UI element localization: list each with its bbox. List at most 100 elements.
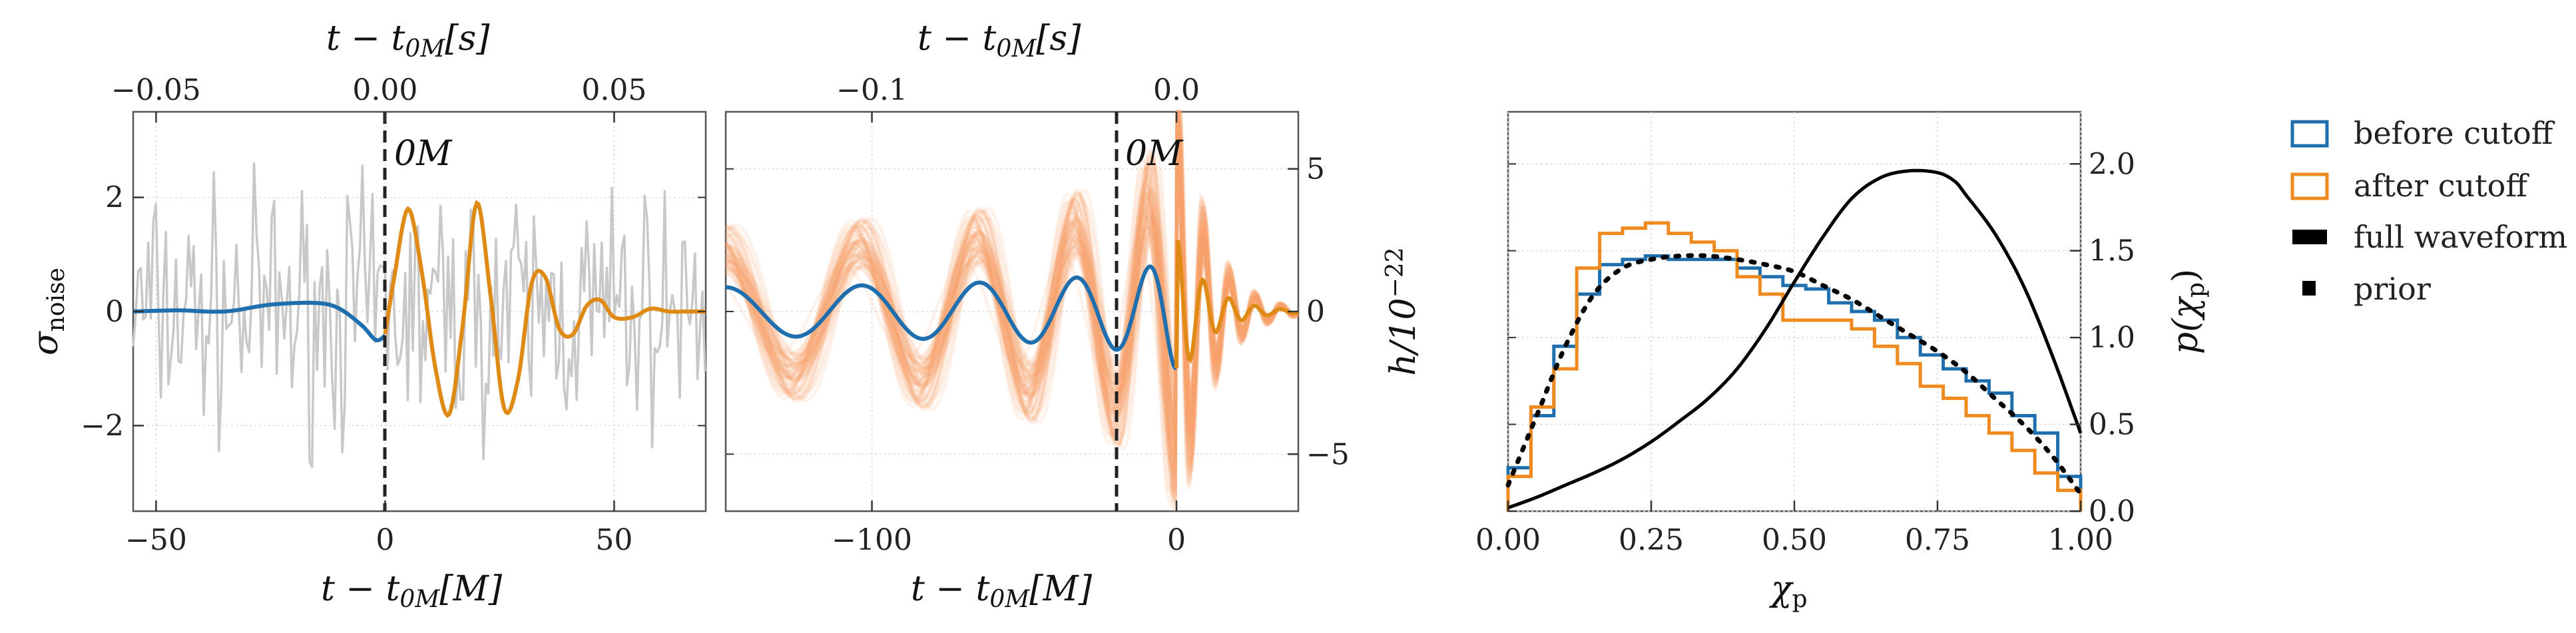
posterior-trace xyxy=(724,164,1298,427)
left-xtick-label: −50 xyxy=(125,523,187,557)
posterior-trace xyxy=(724,110,1298,483)
posterior-trace xyxy=(724,151,1299,439)
posterior-trace xyxy=(725,115,1299,463)
posterior-trace xyxy=(724,156,1298,434)
posterior-trace xyxy=(725,183,1299,396)
posterior-trace xyxy=(725,111,1299,471)
middle-ytick-label: −5 xyxy=(1306,437,1350,471)
posterior-trace xyxy=(724,195,1298,406)
legend-label-before-cutoff: before cutoff xyxy=(2354,115,2555,151)
legend-label-after-cutoff: after cutoff xyxy=(2354,168,2529,204)
legend-swatch-after-cutoff xyxy=(2290,172,2329,200)
posterior-trace xyxy=(724,127,1298,459)
posterior-trace xyxy=(724,138,1299,451)
legend-swatch-prior xyxy=(2302,281,2316,296)
posterior-trace xyxy=(725,152,1299,433)
posterior-trace xyxy=(724,110,1299,504)
middle-xtick-label: −100 xyxy=(832,523,912,557)
posterior-trace xyxy=(724,142,1299,443)
panel-middle: −100 0 −0.1 0.0 −5 0 5 0M t − t0M[M] t − t0M[s… xyxy=(724,19,1423,613)
posterior-trace xyxy=(724,110,1299,493)
posterior-trace xyxy=(724,122,1299,443)
posterior-trace xyxy=(724,119,1299,461)
legend-swatch-full-waveform xyxy=(2292,230,2327,244)
histogram-after-cutoff xyxy=(1506,221,2083,511)
posterior-trace xyxy=(725,115,1299,451)
x-axis-title-top-middle: t − t0M[s] xyxy=(917,19,1081,63)
posterior-trace xyxy=(724,110,1299,509)
noise-trace xyxy=(132,162,706,469)
left-xtick-label: 0 xyxy=(376,523,394,557)
waveform-before-cutoff-middle xyxy=(725,264,1177,370)
curve-full-waveform xyxy=(1507,168,2083,510)
x-axis-title-middle: t − t0M[M] xyxy=(911,569,1093,613)
right-xtick-label: 0.75 xyxy=(1905,523,1970,557)
waveform-after-cutoff-left xyxy=(383,200,706,419)
posterior-trace xyxy=(726,160,1299,419)
posterior-trace xyxy=(724,155,1298,435)
right-xtick-label: 0.00 xyxy=(1475,523,1541,557)
posterior-trace xyxy=(724,110,1299,493)
right-xtick-label: 0.50 xyxy=(1762,523,1827,557)
legend: before cutoff after cutoff full waveform… xyxy=(2290,115,2567,307)
waveform-after-cutoff-middle xyxy=(1174,240,1299,369)
waveform-before-cutoff-left xyxy=(132,300,387,343)
right-ytick-label: 0.5 xyxy=(2089,408,2135,442)
posterior-trace xyxy=(725,146,1299,441)
x-axis-title-left: t − t0M[M] xyxy=(321,569,503,613)
plot-area-right xyxy=(1507,110,2082,513)
posterior-trace xyxy=(725,138,1299,445)
posterior-trace xyxy=(725,156,1299,437)
posterior-trace xyxy=(724,126,1299,457)
right-ytick-label: 2.0 xyxy=(2089,147,2135,181)
posterior-trace xyxy=(725,110,1299,512)
posterior-trace xyxy=(724,142,1299,423)
middle-xtick-top-label: −0.1 xyxy=(836,73,907,107)
right-xtick-label: 1.00 xyxy=(2048,523,2113,557)
left-ytick-label: 0 xyxy=(105,295,124,329)
left-xtick-top-label: 0.05 xyxy=(581,73,646,107)
posterior-trace xyxy=(724,111,1299,471)
x-axis-title-top-left: t − t0M[s] xyxy=(326,19,490,63)
left-xtick-top-label: 0.00 xyxy=(352,73,417,107)
middle-ytick-label: 0 xyxy=(1306,295,1325,329)
left-ytick-label: 2 xyxy=(105,181,124,215)
posterior-trace xyxy=(725,110,1299,512)
posterior-trace xyxy=(724,190,1298,408)
posterior-trace xyxy=(724,110,1299,486)
panel-left: −50 0 50 −0.05 0.00 0.05 −2 0 2 0M t − t0M[M] t … xyxy=(26,19,707,613)
posterior-trace xyxy=(724,130,1299,453)
posterior-trace xyxy=(724,110,1299,495)
posterior-trace xyxy=(725,110,1299,502)
posterior-trace xyxy=(724,108,1298,479)
posterior-trace xyxy=(724,110,1298,497)
merger-label-left: 0M xyxy=(394,134,453,174)
right-xtick-label: 0.25 xyxy=(1619,523,1684,557)
posterior-trace xyxy=(724,118,1299,464)
curve-prior xyxy=(1505,253,2083,497)
merger-label-middle: 0M xyxy=(1125,134,1184,174)
posterior-trace xyxy=(724,143,1298,447)
posterior-trace xyxy=(725,187,1298,396)
x-axis-title-right: χp xyxy=(1768,569,1808,613)
posterior-trace xyxy=(725,116,1299,463)
legend-label-prior: prior xyxy=(2354,271,2431,307)
legend-swatch-before-cutoff xyxy=(2290,120,2329,148)
left-xtick-label: 50 xyxy=(595,523,633,557)
posterior-trace xyxy=(725,110,1299,500)
posterior-trace xyxy=(724,110,1299,481)
posterior-trace xyxy=(724,188,1298,408)
legend-label-full-waveform: full waveform xyxy=(2354,219,2567,255)
middle-xtick-top-label: 0.0 xyxy=(1153,73,1200,107)
posterior-trace xyxy=(724,118,1299,457)
posterior-trace xyxy=(724,178,1298,419)
y-axis-title-middle: h/10−22 xyxy=(1382,247,1423,375)
middle-ytick-label: 5 xyxy=(1306,152,1325,186)
posterior-trace xyxy=(724,110,1299,500)
posterior-trace xyxy=(724,113,1299,470)
right-ytick-label: 0.0 xyxy=(2089,495,2135,528)
y-axis-title-right: p(χp) xyxy=(2166,269,2210,354)
posterior-trace xyxy=(725,155,1299,426)
right-ytick-label: 1.5 xyxy=(2089,234,2135,268)
